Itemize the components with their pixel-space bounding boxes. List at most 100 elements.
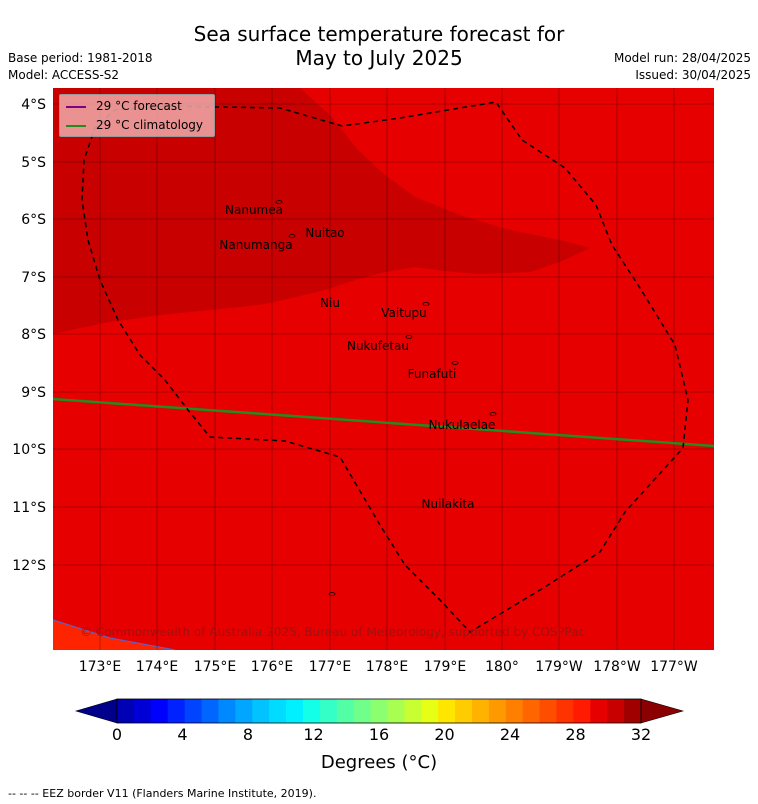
colorbar-segment <box>319 699 338 723</box>
lat-tick-label: 7°S <box>21 270 46 286</box>
colorbar-segment <box>150 699 169 723</box>
colorbar-tick-label: 8 <box>243 725 253 744</box>
colorbar-segment <box>184 699 203 723</box>
lon-tick-label: 178°W <box>593 659 641 675</box>
colorbar-segment <box>370 699 388 723</box>
legend-climatology-label: 29 °C climatology <box>96 118 204 132</box>
lat-tick-label: 12°S <box>12 558 46 574</box>
island-outline <box>275 200 283 204</box>
colorbar-tick-labels: 0 4 8 12 16 20 24 28 32 <box>112 725 651 744</box>
legend-forecast-label: 29 °C forecast <box>96 99 182 113</box>
lat-tick-label: 10°S <box>12 442 46 458</box>
colorbar-tick-label: 24 <box>500 725 520 744</box>
latitude-tick-labels: 4°S 5°S 6°S 7°S 8°S 9°S 10°S 11°S 12°S <box>12 97 46 574</box>
colorbar-tick-label: 4 <box>177 725 187 744</box>
colorbar-tick-label: 0 <box>112 725 122 744</box>
lon-tick-label: 179°W <box>535 659 583 675</box>
meta-right: Model run: 28/04/2025 Issued: 30/04/2025 <box>614 50 751 84</box>
model-run-text: Model run: 28/04/2025 <box>613 51 751 65</box>
colorbar-segment <box>302 699 321 723</box>
place-label: Funafuti <box>408 367 457 381</box>
colorbar-segment <box>235 699 253 723</box>
place-label: Nanumanga <box>219 238 292 252</box>
place-label: Nuilakita <box>422 497 475 511</box>
lat-tick-label: 6°S <box>21 212 46 228</box>
eez-border <box>81 101 689 633</box>
colorbar-tick-label: 32 <box>631 725 651 744</box>
climatology-29c-line <box>53 397 714 448</box>
colorbar-segment <box>455 699 473 723</box>
colorbar-tick-label: 16 <box>369 725 389 744</box>
colorbar-segment <box>252 699 270 723</box>
colorbar-segment <box>421 699 439 723</box>
colorbar-segment <box>167 699 186 723</box>
graticule <box>53 88 714 650</box>
colorbar-segment <box>505 699 524 723</box>
colorbar-segment <box>218 699 236 723</box>
lon-tick-label: 173°E <box>79 659 122 675</box>
forecast-swatch <box>66 105 86 108</box>
island-outline <box>451 361 459 365</box>
lat-tick-label: 9°S <box>21 385 46 401</box>
meta-left: Base period: 1981-2018 Model: ACCESS-S2 <box>8 50 153 84</box>
lon-tick-label: 176°E <box>251 659 294 675</box>
copyright-text: © Commonwealth of Australia 2025, Bureau… <box>80 625 585 639</box>
colorbar-segment <box>353 699 372 723</box>
colorbar-segment <box>117 699 135 723</box>
place-label: Nukulaelae <box>429 418 496 432</box>
map-legend: 29 °C forecast 29 °C climatology <box>59 94 215 137</box>
legend-item-forecast: 29 °C forecast <box>66 97 182 115</box>
colorbar-segment <box>438 699 456 723</box>
legend-item-climatology: 29 °C climatology <box>66 116 203 134</box>
colorbar-segment <box>201 699 219 723</box>
issued-text: Issued: 30/04/2025 <box>635 68 751 82</box>
colorbar-segment <box>590 699 608 723</box>
lon-tick-label: 177°W <box>650 659 698 675</box>
colorbar-segment <box>286 699 304 723</box>
island-markers <box>275 200 497 596</box>
chart-title: Sea surface temperature forecast for May… <box>0 22 758 70</box>
climatology-swatch <box>66 124 86 127</box>
island-outline <box>405 335 413 339</box>
place-labels: Nanumea Nuitao Nanumanga Niu Vaitupu Nukufeta… <box>219 203 495 511</box>
colorbar-segment <box>539 699 557 723</box>
colorbar-segment <box>269 699 287 723</box>
island-outline <box>288 234 296 238</box>
lon-tick-label: 179°E <box>424 659 467 675</box>
title-line-1: Sea surface temperature forecast for <box>193 22 565 46</box>
colorbar <box>74 698 685 724</box>
lat-tick-label: 11°S <box>12 500 46 516</box>
sst-edge-line <box>53 619 176 650</box>
place-label: Nukufetau <box>347 339 409 353</box>
colorbar-segment <box>336 699 355 723</box>
colorbar-segment <box>624 699 642 723</box>
lat-tick-label: 4°S <box>21 97 46 113</box>
sst-field-27-28 <box>53 620 175 650</box>
colorbar-under-arrow <box>74 698 118 724</box>
colorbar-segment <box>404 699 422 723</box>
lon-tick-label: 175°E <box>194 659 237 675</box>
colorbar-segment <box>556 699 574 723</box>
map-area: © Commonwealth of Australia 2025, Bureau… <box>53 88 714 650</box>
colorbar-tick-label: 20 <box>434 725 454 744</box>
sst-field-29-30 <box>53 88 590 334</box>
place-label: Nuitao <box>305 226 344 240</box>
colorbar-segment <box>607 699 625 723</box>
colorbar-segment <box>522 699 541 723</box>
colorbar-segment <box>488 699 507 723</box>
place-label: Niu <box>320 296 340 310</box>
island-outline <box>328 592 336 596</box>
colorbar-segment <box>471 699 490 723</box>
island-outline <box>422 302 430 306</box>
lon-tick-label: 180° <box>485 659 519 675</box>
island-outline <box>489 412 497 416</box>
colorbar-tick-label: 12 <box>303 725 323 744</box>
longitude-tick-labels: 173°E 174°E 175°E 176°E 177°E 178°E 179°E 180° 1… <box>79 659 698 675</box>
colorbar-tick-label: 28 <box>565 725 585 744</box>
lon-tick-label: 177°E <box>309 659 352 675</box>
colorbar-frame <box>116 698 642 724</box>
colorbar-segment <box>133 699 152 723</box>
lon-tick-label: 178°E <box>366 659 409 675</box>
colorbar-segment <box>387 699 405 723</box>
